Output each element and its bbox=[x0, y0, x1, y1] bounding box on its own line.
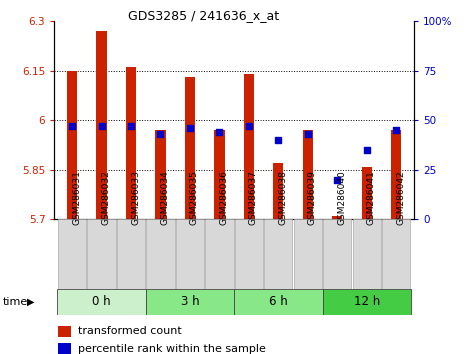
FancyBboxPatch shape bbox=[352, 219, 381, 289]
FancyBboxPatch shape bbox=[382, 219, 411, 289]
Point bbox=[393, 127, 400, 133]
FancyBboxPatch shape bbox=[264, 219, 292, 289]
Bar bbox=[244, 74, 254, 219]
Bar bbox=[126, 68, 136, 219]
FancyBboxPatch shape bbox=[235, 219, 263, 289]
FancyBboxPatch shape bbox=[323, 289, 411, 315]
Point bbox=[216, 130, 223, 135]
Text: transformed count: transformed count bbox=[78, 326, 182, 336]
Point bbox=[186, 125, 194, 131]
Text: 6 h: 6 h bbox=[269, 295, 288, 308]
Text: GDS3285 / 241636_x_at: GDS3285 / 241636_x_at bbox=[128, 9, 279, 22]
FancyBboxPatch shape bbox=[176, 219, 204, 289]
Text: GSM286041: GSM286041 bbox=[367, 170, 376, 225]
Bar bbox=[361, 167, 372, 219]
Text: GSM286034: GSM286034 bbox=[160, 170, 169, 225]
Bar bbox=[214, 130, 225, 219]
Bar bbox=[155, 130, 166, 219]
Bar bbox=[58, 343, 70, 354]
FancyBboxPatch shape bbox=[57, 289, 146, 315]
FancyBboxPatch shape bbox=[146, 219, 175, 289]
Text: GSM286036: GSM286036 bbox=[219, 170, 228, 225]
Text: GSM286039: GSM286039 bbox=[308, 170, 317, 225]
Text: GSM286033: GSM286033 bbox=[131, 170, 140, 225]
Point bbox=[68, 124, 76, 129]
Text: 3 h: 3 h bbox=[181, 295, 199, 308]
Point bbox=[98, 124, 105, 129]
FancyBboxPatch shape bbox=[323, 219, 351, 289]
Point bbox=[304, 131, 312, 137]
Point bbox=[157, 131, 164, 137]
FancyBboxPatch shape bbox=[58, 219, 86, 289]
Bar bbox=[67, 71, 77, 219]
Point bbox=[363, 147, 370, 153]
Text: GSM286031: GSM286031 bbox=[72, 170, 81, 225]
FancyBboxPatch shape bbox=[234, 289, 323, 315]
Text: GSM286042: GSM286042 bbox=[396, 170, 405, 225]
Text: ▶: ▶ bbox=[27, 297, 35, 307]
Text: GSM286035: GSM286035 bbox=[190, 170, 199, 225]
Text: time: time bbox=[2, 297, 27, 307]
Bar bbox=[303, 130, 313, 219]
Text: GSM286032: GSM286032 bbox=[102, 170, 111, 225]
Bar bbox=[96, 31, 107, 219]
Bar bbox=[58, 326, 70, 337]
Text: percentile rank within the sample: percentile rank within the sample bbox=[78, 344, 266, 354]
Bar bbox=[273, 163, 283, 219]
Point bbox=[333, 177, 341, 183]
Text: 0 h: 0 h bbox=[92, 295, 111, 308]
Text: GSM286040: GSM286040 bbox=[337, 170, 346, 225]
Point bbox=[127, 124, 135, 129]
Bar bbox=[391, 130, 402, 219]
FancyBboxPatch shape bbox=[205, 219, 234, 289]
FancyBboxPatch shape bbox=[294, 219, 322, 289]
FancyBboxPatch shape bbox=[117, 219, 145, 289]
Point bbox=[245, 124, 253, 129]
FancyBboxPatch shape bbox=[88, 219, 116, 289]
Point bbox=[274, 137, 282, 143]
FancyBboxPatch shape bbox=[146, 289, 234, 315]
Text: 12 h: 12 h bbox=[354, 295, 380, 308]
Bar bbox=[185, 78, 195, 219]
Bar bbox=[332, 216, 342, 219]
Text: GSM286038: GSM286038 bbox=[278, 170, 287, 225]
Text: GSM286037: GSM286037 bbox=[249, 170, 258, 225]
